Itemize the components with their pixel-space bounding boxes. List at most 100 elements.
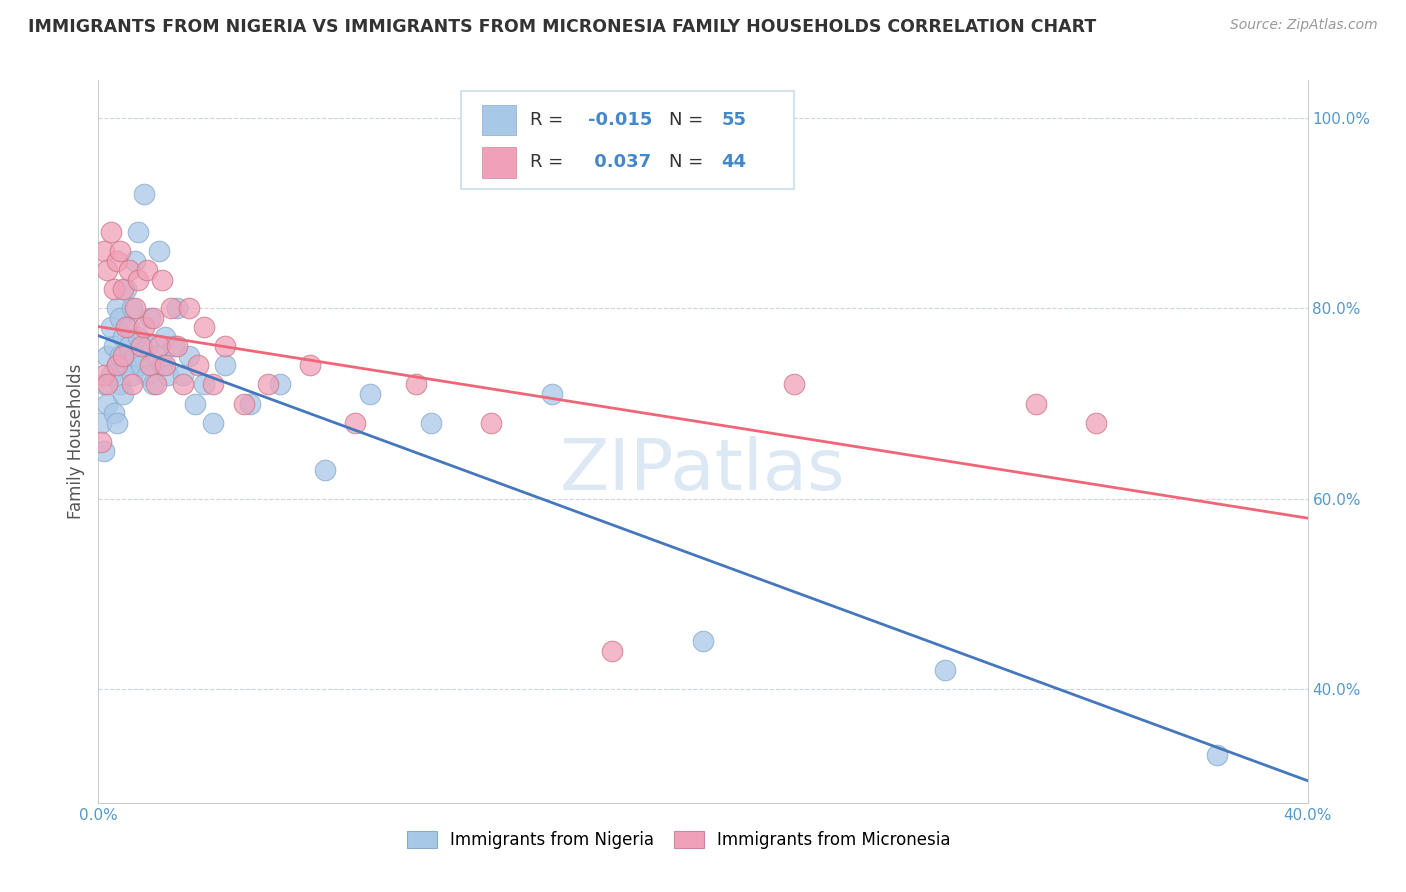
Immigrants from Nigeria — [111, 330, 134, 344]
Immigrants from Nigeria — [934, 663, 956, 677]
Immigrants from Nigeria — [118, 339, 141, 353]
Immigrants from Micronesia — [103, 282, 125, 296]
FancyBboxPatch shape — [482, 105, 516, 136]
Immigrants from Nigeria — [100, 320, 122, 334]
Immigrants from Nigeria — [135, 339, 157, 353]
Immigrants from Micronesia — [124, 301, 146, 316]
Immigrants from Nigeria — [108, 377, 131, 392]
Immigrants from Micronesia — [135, 263, 157, 277]
Immigrants from Nigeria — [127, 226, 149, 240]
Immigrants from Micronesia — [344, 416, 367, 430]
Immigrants from Micronesia — [153, 359, 176, 373]
Text: R =: R = — [530, 111, 569, 129]
Immigrants from Micronesia — [193, 320, 215, 334]
Immigrants from Nigeria — [124, 349, 146, 363]
Immigrants from Nigeria — [153, 330, 176, 344]
Immigrants from Micronesia — [481, 416, 503, 430]
Immigrants from Nigeria — [132, 187, 155, 202]
Immigrants from Nigeria — [156, 368, 179, 382]
Immigrants from Micronesia — [96, 263, 118, 277]
Immigrants from Micronesia — [148, 339, 170, 353]
Immigrants from Micronesia — [145, 377, 167, 392]
Immigrants from Micronesia — [121, 377, 143, 392]
Immigrants from Nigeria — [360, 387, 382, 401]
Immigrants from Micronesia — [172, 377, 194, 392]
Immigrants from Nigeria — [135, 368, 157, 382]
Immigrants from Micronesia — [93, 244, 115, 259]
Immigrants from Nigeria — [96, 349, 118, 363]
Immigrants from Nigeria — [179, 349, 201, 363]
Immigrants from Micronesia — [132, 320, 155, 334]
Immigrants from Micronesia — [105, 254, 128, 268]
Immigrants from Nigeria — [166, 301, 188, 316]
Immigrants from Nigeria — [193, 377, 215, 392]
Immigrants from Nigeria — [111, 387, 134, 401]
Immigrants from Micronesia — [405, 377, 427, 392]
Immigrants from Micronesia — [111, 282, 134, 296]
Immigrants from Micronesia — [1085, 416, 1108, 430]
Immigrants from Micronesia — [783, 377, 806, 392]
Immigrants from Nigeria — [103, 339, 125, 353]
Immigrants from Nigeria — [145, 349, 167, 363]
Immigrants from Nigeria — [127, 330, 149, 344]
FancyBboxPatch shape — [482, 147, 516, 178]
Immigrants from Nigeria — [93, 444, 115, 458]
Immigrants from Micronesia — [256, 377, 278, 392]
Immigrants from Nigeria — [108, 310, 131, 325]
Immigrants from Micronesia — [129, 339, 152, 353]
Immigrants from Nigeria — [214, 359, 236, 373]
Immigrants from Micronesia — [118, 263, 141, 277]
Immigrants from Nigeria — [90, 416, 112, 430]
Immigrants from Micronesia — [93, 368, 115, 382]
Immigrants from Nigeria — [239, 396, 262, 410]
Immigrants from Nigeria — [118, 320, 141, 334]
Text: IMMIGRANTS FROM NIGERIA VS IMMIGRANTS FROM MICRONESIA FAMILY HOUSEHOLDS CORRELAT: IMMIGRANTS FROM NIGERIA VS IMMIGRANTS FR… — [28, 18, 1097, 36]
Immigrants from Nigeria — [100, 368, 122, 382]
Text: 0.037: 0.037 — [588, 153, 651, 171]
Immigrants from Nigeria — [139, 310, 162, 325]
Text: ZIPatlas: ZIPatlas — [560, 436, 846, 505]
Immigrants from Micronesia — [139, 359, 162, 373]
Immigrants from Micronesia — [166, 339, 188, 353]
Legend: Immigrants from Nigeria, Immigrants from Micronesia: Immigrants from Nigeria, Immigrants from… — [401, 824, 957, 856]
Immigrants from Nigeria — [148, 244, 170, 259]
Immigrants from Micronesia — [602, 643, 624, 657]
Immigrants from Micronesia — [187, 359, 209, 373]
Immigrants from Nigeria — [124, 254, 146, 268]
Immigrants from Nigeria — [121, 301, 143, 316]
Text: Source: ZipAtlas.com: Source: ZipAtlas.com — [1230, 18, 1378, 32]
Immigrants from Nigeria — [103, 406, 125, 420]
Immigrants from Nigeria — [1206, 748, 1229, 763]
Immigrants from Micronesia — [232, 396, 254, 410]
Immigrants from Nigeria — [129, 359, 152, 373]
Immigrants from Micronesia — [214, 339, 236, 353]
Immigrants from Nigeria — [172, 368, 194, 382]
Immigrants from Micronesia — [96, 377, 118, 392]
Y-axis label: Family Households: Family Households — [66, 364, 84, 519]
Text: N =: N = — [669, 111, 709, 129]
Immigrants from Nigeria — [692, 634, 714, 648]
Immigrants from Micronesia — [90, 434, 112, 449]
Immigrants from Nigeria — [314, 463, 336, 477]
Immigrants from Nigeria — [96, 396, 118, 410]
FancyBboxPatch shape — [461, 91, 793, 189]
Immigrants from Nigeria — [108, 349, 131, 363]
Immigrants from Micronesia — [127, 273, 149, 287]
Immigrants from Nigeria — [114, 359, 136, 373]
Immigrants from Micronesia — [105, 359, 128, 373]
Immigrants from Nigeria — [105, 359, 128, 373]
Immigrants from Micronesia — [179, 301, 201, 316]
Immigrants from Nigeria — [420, 416, 443, 430]
Immigrants from Nigeria — [202, 416, 225, 430]
Text: N =: N = — [669, 153, 709, 171]
Immigrants from Micronesia — [202, 377, 225, 392]
Immigrants from Micronesia — [114, 320, 136, 334]
Text: 44: 44 — [721, 153, 747, 171]
Immigrants from Nigeria — [269, 377, 291, 392]
Immigrants from Nigeria — [142, 377, 165, 392]
Immigrants from Micronesia — [142, 310, 165, 325]
Immigrants from Nigeria — [163, 339, 186, 353]
Immigrants from Micronesia — [299, 359, 322, 373]
Immigrants from Micronesia — [111, 349, 134, 363]
Immigrants from Nigeria — [93, 377, 115, 392]
